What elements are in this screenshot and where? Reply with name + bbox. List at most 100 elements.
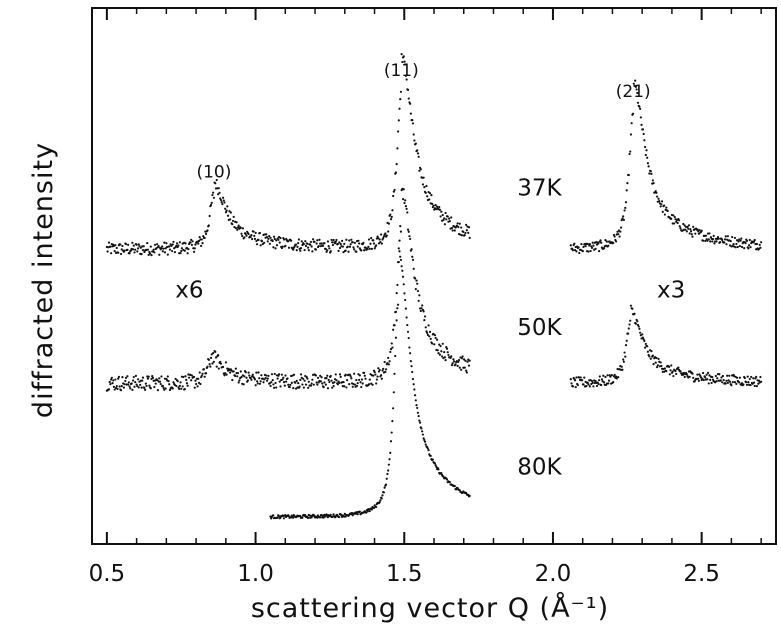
data-point-50K bbox=[691, 372, 694, 375]
data-point-37K bbox=[704, 239, 707, 243]
data-point-37K bbox=[269, 236, 272, 239]
data-point-50K bbox=[708, 374, 711, 377]
data-point-37K bbox=[223, 201, 226, 204]
data-point-37K bbox=[331, 241, 334, 244]
data-point-80K bbox=[382, 491, 385, 494]
data-point-50K bbox=[417, 299, 420, 302]
data-point-50K bbox=[358, 374, 361, 377]
data-point-50K bbox=[171, 387, 174, 390]
data-point-37K bbox=[212, 191, 215, 194]
data-point-50K bbox=[612, 380, 615, 384]
data-point-37K bbox=[569, 244, 572, 247]
data-point-50K bbox=[716, 377, 719, 380]
data-point-37K bbox=[348, 239, 351, 242]
data-point-80K bbox=[277, 515, 281, 518]
data-point-50K bbox=[672, 374, 675, 378]
data-point-37K bbox=[646, 162, 650, 165]
data-point-37K bbox=[215, 178, 218, 182]
data-point-50K bbox=[760, 380, 763, 383]
data-point-50K bbox=[753, 384, 756, 388]
data-point-37K bbox=[663, 204, 666, 207]
data-point-50K bbox=[387, 363, 390, 366]
data-point-37K bbox=[351, 241, 354, 244]
data-point-50K bbox=[569, 378, 572, 381]
data-point-37K bbox=[210, 201, 213, 204]
data-point-50K bbox=[200, 374, 203, 377]
scale-factor-label: x6 bbox=[175, 277, 203, 303]
data-point-50K bbox=[234, 367, 237, 370]
data-point-50K bbox=[289, 383, 292, 387]
data-point-37K bbox=[273, 235, 276, 238]
data-point-37K bbox=[629, 150, 632, 153]
data-point-37K bbox=[446, 215, 449, 218]
data-point-50K bbox=[136, 378, 140, 381]
data-point-50K bbox=[435, 338, 439, 341]
data-point-50K bbox=[422, 310, 425, 313]
peak-label: (11) bbox=[384, 61, 419, 81]
data-point-37K bbox=[464, 231, 467, 235]
data-point-50K bbox=[253, 378, 257, 381]
data-point-37K bbox=[326, 249, 329, 252]
data-point-37K bbox=[682, 222, 685, 226]
data-point-80K bbox=[453, 485, 456, 488]
data-point-80K bbox=[406, 330, 410, 333]
data-point-37K bbox=[665, 206, 668, 209]
data-point-37K bbox=[451, 229, 454, 232]
data-point-50K bbox=[134, 381, 137, 384]
data-point-80K bbox=[374, 505, 378, 509]
data-point-37K bbox=[626, 182, 629, 185]
data-point-37K bbox=[139, 246, 142, 249]
data-point-50K bbox=[132, 375, 135, 379]
data-point-50K bbox=[133, 385, 136, 388]
data-point-37K bbox=[307, 249, 310, 252]
data-point-37K bbox=[253, 234, 256, 237]
data-point-50K bbox=[403, 201, 406, 205]
data-point-80K bbox=[406, 323, 409, 327]
data-point-50K bbox=[212, 352, 215, 355]
data-point-50K bbox=[236, 375, 239, 378]
data-point-50K bbox=[393, 324, 396, 327]
data-point-37K bbox=[249, 235, 252, 238]
data-point-50K bbox=[655, 356, 658, 360]
data-point-37K bbox=[217, 193, 220, 196]
data-point-37K bbox=[237, 224, 240, 227]
data-point-50K bbox=[247, 371, 250, 374]
data-point-37K bbox=[658, 200, 661, 203]
data-point-50K bbox=[147, 375, 150, 378]
data-point-80K bbox=[332, 513, 335, 516]
data-point-37K bbox=[138, 245, 141, 248]
data-point-50K bbox=[622, 360, 625, 363]
data-point-37K bbox=[149, 252, 152, 255]
data-point-37K bbox=[287, 246, 291, 249]
data-point-50K bbox=[665, 370, 668, 373]
data-point-50K bbox=[310, 382, 313, 385]
data-point-37K bbox=[702, 239, 705, 242]
data-point-37K bbox=[627, 173, 630, 177]
data-point-37K bbox=[258, 231, 262, 235]
data-point-50K bbox=[319, 374, 322, 377]
data-point-50K bbox=[163, 388, 166, 391]
data-point-37K bbox=[126, 248, 129, 251]
data-point-50K bbox=[175, 384, 178, 388]
data-point-37K bbox=[725, 243, 728, 246]
data-point-50K bbox=[209, 356, 213, 359]
data-point-37K bbox=[718, 241, 722, 244]
data-point-37K bbox=[396, 147, 399, 150]
data-point-37K bbox=[655, 191, 658, 194]
data-point-37K bbox=[588, 242, 592, 246]
data-point-37K bbox=[594, 247, 597, 250]
data-point-37K bbox=[706, 239, 709, 242]
data-point-50K bbox=[710, 381, 713, 385]
data-point-37K bbox=[416, 149, 419, 152]
data-point-80K bbox=[411, 377, 415, 381]
data-point-50K bbox=[755, 375, 758, 379]
data-point-50K bbox=[172, 381, 175, 384]
data-point-50K bbox=[468, 359, 471, 362]
data-point-50K bbox=[749, 383, 752, 387]
data-point-80K bbox=[402, 283, 405, 286]
data-point-37K bbox=[431, 202, 434, 205]
data-point-50K bbox=[319, 380, 322, 383]
data-point-50K bbox=[624, 355, 627, 358]
data-point-50K bbox=[440, 355, 444, 358]
data-point-37K bbox=[458, 222, 461, 225]
